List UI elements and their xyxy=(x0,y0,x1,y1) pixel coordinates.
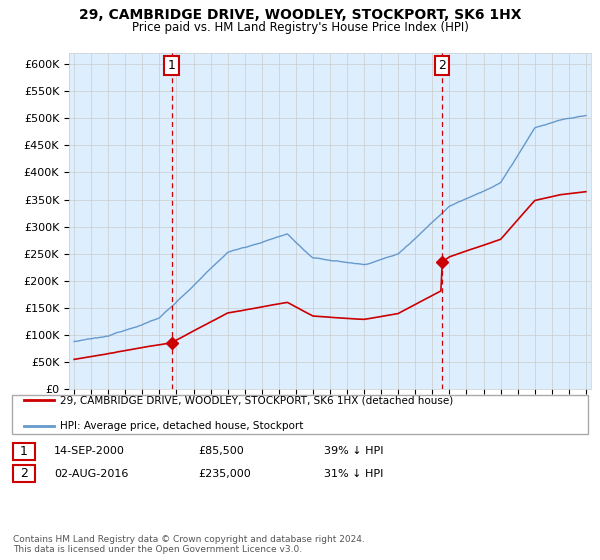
Text: HPI: Average price, detached house, Stockport: HPI: Average price, detached house, Stoc… xyxy=(60,421,304,431)
Text: 2: 2 xyxy=(20,467,28,480)
Text: £85,500: £85,500 xyxy=(198,446,244,456)
Text: 39% ↓ HPI: 39% ↓ HPI xyxy=(324,446,383,456)
Text: 1: 1 xyxy=(20,445,28,458)
Text: 29, CAMBRIDGE DRIVE, WOODLEY, STOCKPORT, SK6 1HX (detached house): 29, CAMBRIDGE DRIVE, WOODLEY, STOCKPORT,… xyxy=(60,395,453,405)
Text: £235,000: £235,000 xyxy=(198,469,251,479)
Text: 14-SEP-2000: 14-SEP-2000 xyxy=(54,446,125,456)
Text: 31% ↓ HPI: 31% ↓ HPI xyxy=(324,469,383,479)
Text: 1: 1 xyxy=(167,59,175,72)
Text: Price paid vs. HM Land Registry's House Price Index (HPI): Price paid vs. HM Land Registry's House … xyxy=(131,21,469,34)
Text: 02-AUG-2016: 02-AUG-2016 xyxy=(54,469,128,479)
Text: 29, CAMBRIDGE DRIVE, WOODLEY, STOCKPORT, SK6 1HX: 29, CAMBRIDGE DRIVE, WOODLEY, STOCKPORT,… xyxy=(79,8,521,22)
Text: Contains HM Land Registry data © Crown copyright and database right 2024.
This d: Contains HM Land Registry data © Crown c… xyxy=(13,535,365,554)
Text: 2: 2 xyxy=(439,59,446,72)
